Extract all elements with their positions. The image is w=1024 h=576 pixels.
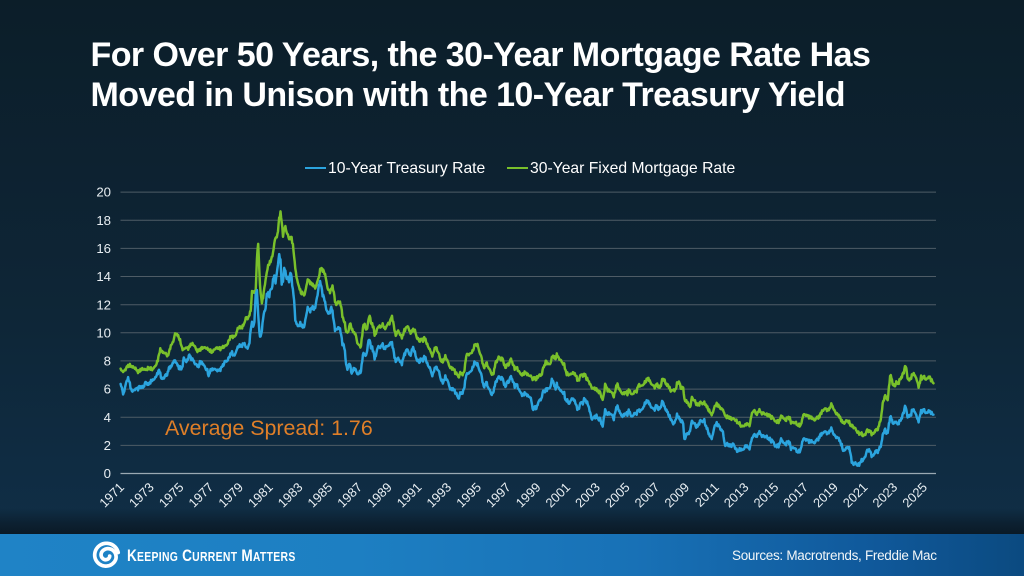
svg-text:1971: 1971 [96,480,127,511]
svg-text:2021: 2021 [840,480,871,511]
svg-text:18: 18 [96,213,111,228]
svg-text:2013: 2013 [721,480,752,511]
svg-text:2017: 2017 [780,480,811,511]
svg-text:12: 12 [96,297,111,312]
svg-text:0: 0 [104,466,111,481]
svg-text:2001: 2001 [542,480,573,511]
svg-text:1977: 1977 [185,480,216,511]
svg-text:2015: 2015 [751,480,782,511]
svg-text:2011: 2011 [692,480,722,510]
svg-text:20: 20 [96,185,111,200]
svg-text:1979: 1979 [215,480,246,511]
svg-text:2023: 2023 [869,480,900,511]
svg-text:14: 14 [96,269,111,284]
svg-text:2019: 2019 [810,480,841,511]
svg-text:16: 16 [96,241,111,256]
svg-text:1989: 1989 [364,480,395,511]
svg-text:1987: 1987 [334,480,365,511]
svg-text:1981: 1981 [245,480,276,511]
svg-text:8: 8 [104,354,111,369]
svg-text:2007: 2007 [632,480,663,511]
svg-text:2025: 2025 [899,480,930,511]
svg-text:1973: 1973 [126,480,157,511]
svg-text:6: 6 [104,382,111,397]
svg-text:2005: 2005 [602,480,633,511]
svg-text:1993: 1993 [423,480,454,511]
svg-text:1985: 1985 [304,480,335,511]
svg-text:1999: 1999 [513,480,544,511]
svg-text:1997: 1997 [483,480,514,511]
svg-text:1975: 1975 [156,480,187,511]
svg-text:1995: 1995 [453,480,484,511]
svg-text:1983: 1983 [275,480,306,511]
svg-text:1991: 1991 [394,480,425,511]
svg-text:10: 10 [96,325,111,340]
svg-text:2009: 2009 [661,480,692,511]
svg-text:2003: 2003 [572,480,603,511]
svg-text:2: 2 [104,438,111,453]
svg-text:4: 4 [104,410,111,425]
